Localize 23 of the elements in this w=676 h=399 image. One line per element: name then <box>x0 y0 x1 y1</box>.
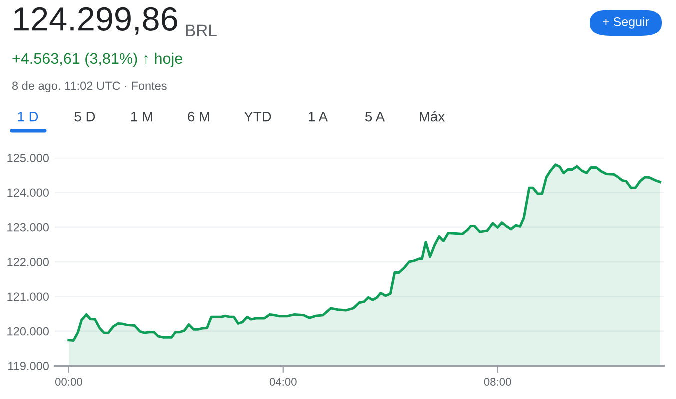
text: 6 M <box>188 112 210 122</box>
text: 1 A <box>309 112 328 122</box>
y-tick-label: 123.000 <box>8 223 49 232</box>
text: 5 D <box>74 112 96 122</box>
y-tick-label: 122.000 <box>8 258 49 266</box>
y-tick-label: 124.000 <box>8 188 49 198</box>
chart-title: 124.299,86 <box>14 7 178 35</box>
x-tick-label: 04:00 <box>270 378 297 386</box>
text: YTD <box>244 112 272 122</box>
x-tick-label: 00:00 <box>55 378 82 386</box>
x-tick-label: 08:00 <box>484 378 512 386</box>
text: +4.563,61 (3,81%) ↑ hoje <box>12 52 182 68</box>
text: + Seguir <box>603 17 650 29</box>
text: BRL <box>186 24 217 36</box>
y-tick-label: 121.000 <box>8 292 49 302</box>
y-tick-label: 119.000 <box>8 362 49 370</box>
text: 8 de ago. 11:02 UTC · Fontes <box>12 81 167 92</box>
y-tick-label: 125.000 <box>8 154 49 162</box>
text: Máx <box>420 111 445 122</box>
text: 1 D <box>18 112 38 122</box>
text: 1 M <box>131 112 152 122</box>
y-tick-label: 120.000 <box>8 327 49 336</box>
text: 5 A <box>366 112 386 122</box>
